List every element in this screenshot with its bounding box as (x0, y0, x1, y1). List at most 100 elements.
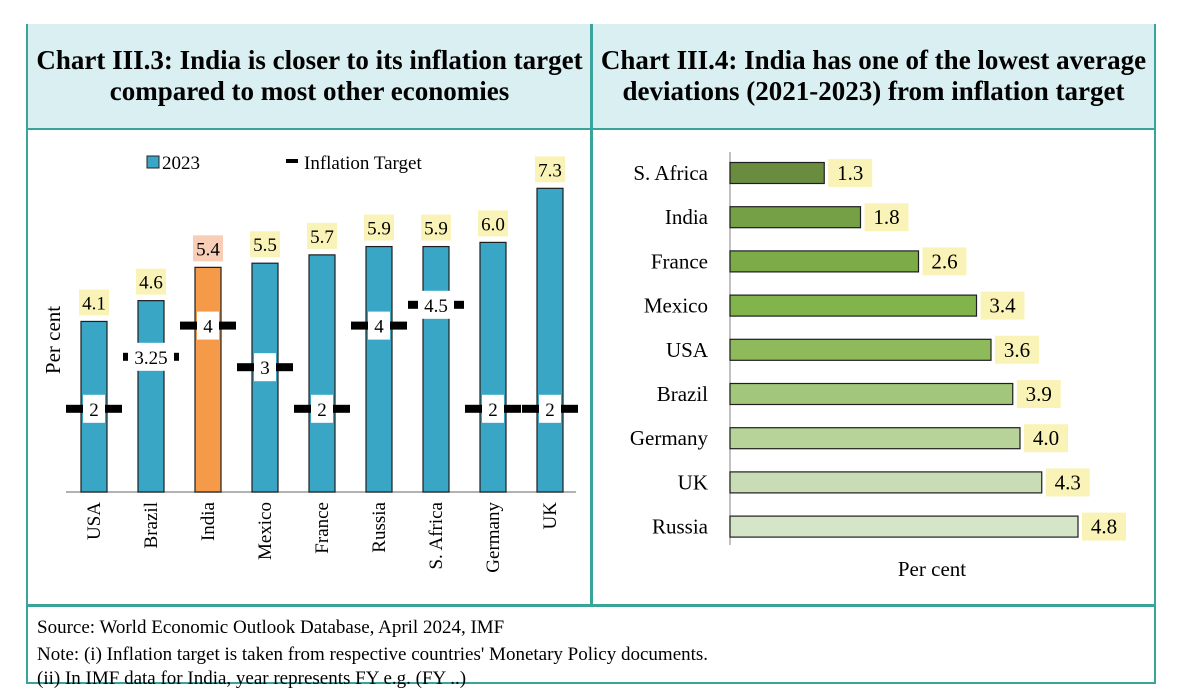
value-label-bg (922, 247, 967, 276)
value-label: 5.4 (196, 239, 220, 260)
x-tick-label: UK (540, 502, 561, 530)
bar (729, 338, 992, 361)
y-tick-label: Brazil (657, 382, 708, 406)
chart-title-right: Chart III.4: India has one of the lowest… (593, 24, 1154, 130)
value-label-bg (136, 268, 166, 295)
value-label-bg (478, 210, 508, 237)
value-label-bg (1016, 380, 1061, 408)
target-label: 3 (260, 358, 270, 379)
target-label: 2 (89, 400, 99, 421)
x-tick-label: Germany (483, 502, 504, 573)
bar (729, 206, 862, 229)
value-label-bg (535, 156, 565, 183)
value-label: 4.6 (139, 273, 163, 294)
value-label-bg (980, 291, 1025, 320)
bar (479, 241, 507, 493)
value-label: 6.0 (481, 214, 505, 235)
target-label: 2 (317, 400, 327, 421)
value-label-bg (79, 289, 109, 316)
value-label-bg (1045, 468, 1090, 497)
target-label: 2 (488, 400, 498, 421)
y-tick-label: UK (678, 470, 708, 494)
bar (137, 300, 165, 493)
value-label: 1.8 (873, 205, 899, 229)
target-label-bg (482, 394, 504, 423)
bar (365, 245, 393, 493)
bar (729, 515, 1079, 538)
panel-divider (590, 24, 593, 606)
x-axis-label: Per cent (898, 557, 966, 581)
value-label: 3.4 (989, 294, 1016, 318)
value-label: 4.0 (1033, 426, 1059, 450)
value-label: 2.6 (931, 249, 957, 273)
bar (729, 161, 825, 185)
horizontal-bar-chart: S. Africa 1.3 India 1.8 France 2.6 Mexico 3.4 US… (630, 152, 1126, 581)
value-label-bg (307, 222, 337, 249)
y-tick-label: France (651, 249, 708, 273)
bar (536, 187, 564, 493)
y-tick-label: USA (666, 338, 709, 362)
value-label: 5.7 (310, 227, 334, 248)
y-tick-label: Russia (652, 515, 709, 539)
target-label: 2 (545, 400, 555, 421)
value-label-bg (364, 214, 394, 241)
x-tick-label: France (312, 502, 333, 554)
legend-swatch-target (286, 159, 298, 163)
legend-label-2023: 2023 (162, 153, 200, 174)
x-tick-label: Russia (369, 501, 390, 552)
x-tick-label: USA (84, 502, 105, 540)
value-label: 5.5 (253, 235, 277, 256)
bar (422, 245, 450, 493)
value-label-bg (1024, 424, 1068, 453)
target-label: 4 (203, 317, 213, 338)
target-label-bg (197, 311, 219, 340)
value-label: 3.6 (1004, 338, 1030, 362)
target-label: 4.5 (424, 296, 448, 317)
target-label-bg (368, 311, 390, 340)
target-label-bg (83, 394, 105, 423)
x-tick-label: Brazil (141, 502, 162, 548)
target-label-bg (254, 353, 276, 382)
legend-label-target: Inflation Target (304, 153, 422, 174)
target-label: 3.25 (134, 348, 167, 369)
vertical-bar-chart: Per cent 2023 Inflation Target 4.1 2 USA 4.6 3.… (41, 153, 578, 573)
x-tick-label: S. Africa (426, 501, 447, 569)
bar (729, 294, 978, 317)
value-label: 3.9 (1026, 382, 1052, 406)
target-label: 4 (374, 317, 384, 338)
bar (308, 254, 336, 493)
y-tick-label: S. Africa (633, 161, 708, 185)
source-note: Source: World Economic Outlook Database,… (37, 617, 505, 638)
value-label: 4.3 (1055, 470, 1081, 494)
value-label: 5.9 (367, 219, 391, 240)
bar (729, 250, 920, 273)
y-tick-label: India (665, 205, 709, 229)
bar (194, 266, 222, 493)
value-label: 7.3 (538, 160, 562, 181)
footer-divider (26, 604, 1156, 607)
bar (729, 427, 1021, 450)
value-label-bg (421, 214, 451, 241)
y-axis-label: Per cent (41, 306, 65, 374)
y-tick-label: Mexico (644, 294, 708, 318)
value-label: 5.9 (424, 219, 448, 240)
value-label-bg (250, 231, 280, 258)
value-label-bg (828, 159, 873, 187)
value-label-bg (193, 235, 223, 262)
value-label-bg (1082, 512, 1126, 541)
target-label-bg (128, 342, 174, 371)
note-2: (ii) In IMF data for India, year represe… (37, 668, 467, 689)
x-tick-label: India (198, 501, 219, 541)
bar (729, 471, 1043, 494)
x-tick-label: Mexico (255, 502, 276, 560)
value-label-bg (864, 203, 909, 232)
chart-title-left: Chart III.3: India is closer to its infl… (28, 24, 591, 130)
value-label-bg (995, 335, 1039, 364)
y-tick-label: Germany (630, 426, 709, 450)
target-label-bg (539, 394, 561, 423)
value-label: 4.1 (82, 293, 106, 314)
value-label: 1.3 (837, 161, 863, 185)
note-1: Note: (i) Inflation target is taken from… (37, 644, 709, 665)
legend-swatch-2023 (146, 155, 160, 169)
value-label: 4.8 (1091, 515, 1117, 539)
